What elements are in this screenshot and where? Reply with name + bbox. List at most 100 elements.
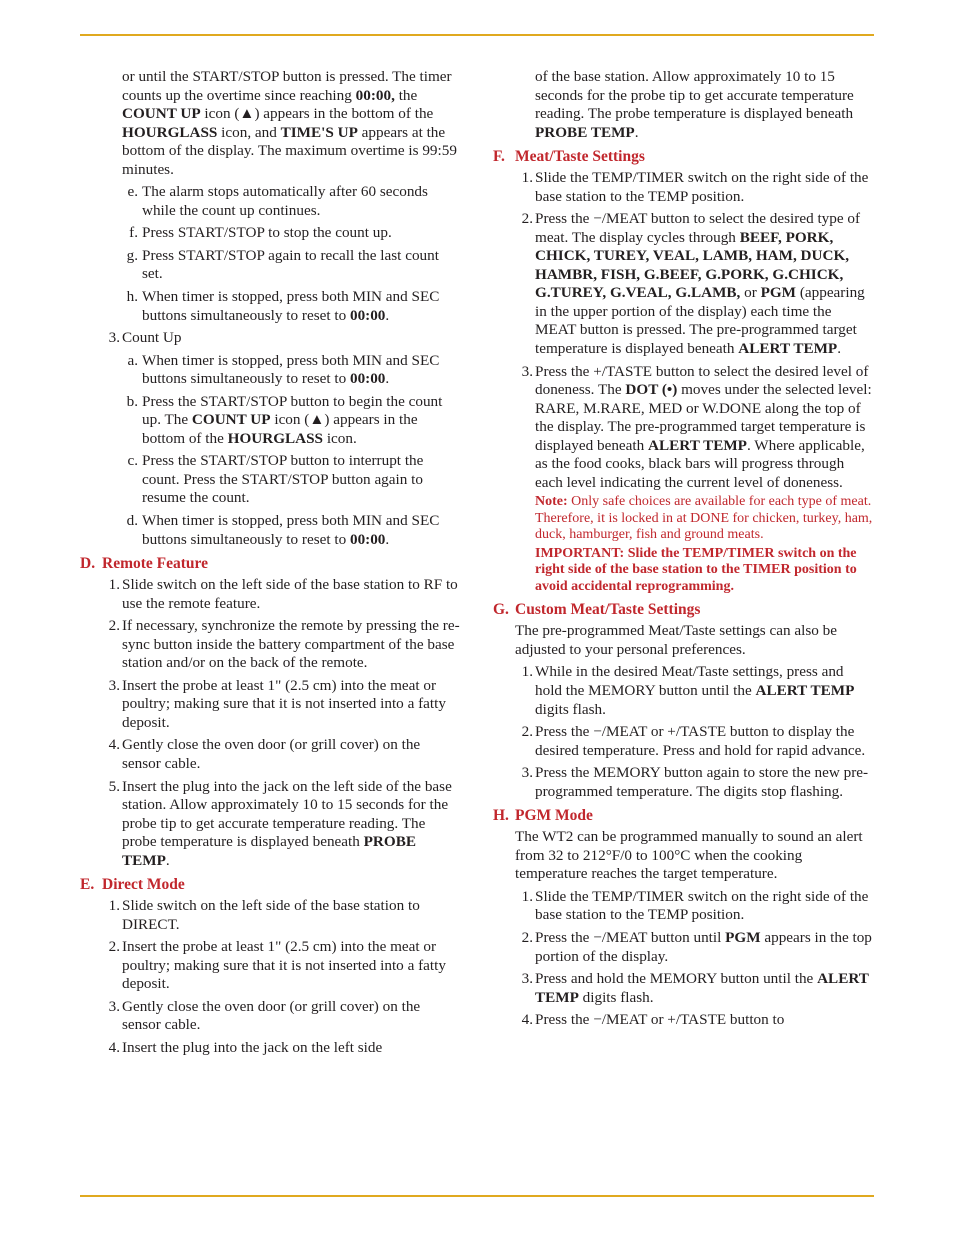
body-text: Press the START/STOP button to begin the…: [142, 393, 442, 447]
section-heading-d: D. Remote Feature: [80, 555, 461, 574]
body-text: While in the desired Meat/Taste settings…: [535, 663, 854, 717]
body-text: Press the −/MEAT button to select the de…: [535, 210, 865, 357]
section-title: PGM Mode: [515, 807, 874, 826]
body-text: When timer is stopped, press both MIN an…: [142, 512, 439, 548]
list-item: 1. While in the desired Meat/Taste setti…: [515, 663, 874, 719]
marker: 3.: [102, 329, 120, 348]
list-item: 2. Press the −/MEAT button to select the…: [515, 210, 874, 358]
marker: a.: [122, 352, 138, 371]
list-item: 1.Slide the TEMP/TIMER switch on the rig…: [515, 169, 874, 206]
body-text: Insert the probe at least 1" (2.5 cm) in…: [122, 938, 446, 992]
list-item: 1.Slide switch on the left side of the b…: [102, 897, 461, 934]
list-item: 4.Press the −/MEAT or +/TASTE button to: [515, 1011, 874, 1030]
marker: f.: [122, 224, 138, 243]
body-text: Slide switch on the left side of the bas…: [122, 576, 458, 612]
section-heading-f: F. Meat/Taste Settings: [493, 148, 874, 167]
numbered-list: 1.Slide the TEMP/TIMER switch on the rig…: [515, 169, 874, 595]
section-title: Custom Meat/Taste Settings: [515, 601, 874, 620]
body-text: If necessary, synchronize the remote by …: [122, 617, 460, 671]
body-text: Press START/STOP again to recall the las…: [142, 247, 439, 283]
section-label: D.: [80, 555, 102, 574]
list-item: 2.Press the −/MEAT or +/TASTE button to …: [515, 723, 874, 760]
list-item: a. When timer is stopped, press both MIN…: [122, 352, 461, 389]
marker: 2.: [102, 617, 120, 636]
continued-numbered-list: or until the START/STOP button is presse…: [122, 68, 461, 325]
body-text: Press the MEMORY button again to store t…: [535, 764, 868, 800]
list-item: 2.Insert the probe at least 1" (2.5 cm) …: [102, 938, 461, 994]
list-item: c.Press the START/STOP button to interru…: [122, 452, 461, 508]
body-text: Press the START/STOP button to interrupt…: [142, 452, 423, 506]
marker: 2.: [102, 938, 120, 957]
section-label: G.: [493, 601, 515, 620]
marker: 3.: [102, 998, 120, 1017]
marker: 1.: [515, 888, 533, 907]
list-item: 3.Insert the probe at least 1" (2.5 cm) …: [102, 677, 461, 733]
marker: b.: [122, 393, 138, 412]
body-text: Press the +/TASTE button to select the d…: [535, 363, 872, 491]
body-text: Slide the TEMP/TIMER switch on the right…: [535, 169, 868, 205]
marker: 4.: [102, 1039, 120, 1058]
body-text: Slide switch on the left side of the bas…: [122, 897, 420, 933]
body-text: or until the START/STOP button is presse…: [122, 68, 457, 178]
marker: 2.: [515, 929, 533, 948]
list-item: 3.Gently close the oven door (or grill c…: [102, 998, 461, 1035]
numbered-list: 3. Count Up a. When timer is stopped, pr…: [102, 329, 461, 549]
two-column-layout: or until the START/STOP button is presse…: [80, 34, 874, 1062]
body-text: When timer is stopped, press both MIN an…: [142, 352, 439, 388]
list-item: 3.Press the MEMORY button again to store…: [515, 764, 874, 801]
section-title: Meat/Taste Settings: [515, 148, 874, 167]
marker: 3.: [515, 764, 533, 783]
numbered-list: 1.Slide switch on the left side of the b…: [102, 897, 461, 1057]
list-item: 3. Press the +/TASTE button to select th…: [515, 363, 874, 596]
body-text: When timer is stopped, press both MIN an…: [142, 288, 439, 324]
bottom-rule: [80, 1195, 874, 1197]
marker: d.: [122, 512, 138, 531]
section-intro: The pre-programmed Meat/Taste settings c…: [515, 622, 874, 659]
note-text: Note: Only safe choices are available fo…: [535, 494, 874, 544]
body-text: Press and hold the MEMORY button until t…: [535, 970, 869, 1006]
body-text: Insert the plug into the jack on the lef…: [122, 1039, 382, 1056]
body-text: The alarm stops automatically after 60 s…: [142, 183, 428, 219]
alpha-list: a. When timer is stopped, press both MIN…: [122, 352, 461, 549]
numbered-list: 1. While in the desired Meat/Taste setti…: [515, 663, 874, 801]
continued-body-text: of the base station. Allow approximately…: [535, 68, 874, 142]
body-text: Press the −/MEAT or +/TASTE button to: [535, 1011, 784, 1028]
body-text: Gently close the oven door (or grill cov…: [122, 998, 420, 1034]
body-text: Press the −/MEAT or +/TASTE button to di…: [535, 723, 865, 759]
list-item: f.Press START/STOP to stop the count up.: [122, 224, 461, 243]
marker: 2.: [515, 210, 533, 229]
marker: 3.: [515, 363, 533, 382]
marker: e.: [122, 183, 138, 202]
marker: 1.: [102, 897, 120, 916]
marker: 4.: [102, 736, 120, 755]
section-label: F.: [493, 148, 515, 167]
marker: 2.: [515, 723, 533, 742]
body-text: Insert the plug into the jack on the lef…: [122, 778, 452, 869]
list-item: g.Press START/STOP again to recall the l…: [122, 247, 461, 284]
list-item: or until the START/STOP button is presse…: [122, 68, 461, 179]
section-label: H.: [493, 807, 515, 826]
section-heading-h: H. PGM Mode: [493, 807, 874, 826]
marker: 1.: [515, 169, 533, 188]
section-heading-e: E. Direct Mode: [80, 876, 461, 895]
body-text: Press the −/MEAT button until PGM appear…: [535, 929, 872, 965]
body-text: Insert the probe at least 1" (2.5 cm) in…: [122, 677, 446, 731]
list-item: 5. Insert the plug into the jack on the …: [102, 778, 461, 871]
list-item: 4.Gently close the oven door (or grill c…: [102, 736, 461, 773]
body-text: Count Up: [122, 329, 182, 346]
top-rule: [80, 34, 874, 36]
marker: 3.: [102, 677, 120, 696]
important-text: IMPORTANT: Slide the TEMP/TIMER switch o…: [535, 546, 874, 596]
numbered-list: 1.Slide switch on the left side of the b…: [102, 576, 461, 870]
list-item: 4.Insert the plug into the jack on the l…: [102, 1039, 461, 1058]
right-column: of the base station. Allow approximately…: [493, 68, 874, 1062]
list-item: h. When timer is stopped, press both MIN…: [122, 288, 461, 325]
marker: 3.: [515, 970, 533, 989]
body-text: Slide the TEMP/TIMER switch on the right…: [535, 888, 868, 924]
numbered-list: 1.Slide the TEMP/TIMER switch on the rig…: [515, 888, 874, 1030]
section-title: Direct Mode: [102, 876, 461, 895]
section-label: E.: [80, 876, 102, 895]
list-item: 1.Slide the TEMP/TIMER switch on the rig…: [515, 888, 874, 925]
list-item: 2. Press the −/MEAT button until PGM app…: [515, 929, 874, 966]
list-item: 1.Slide switch on the left side of the b…: [102, 576, 461, 613]
